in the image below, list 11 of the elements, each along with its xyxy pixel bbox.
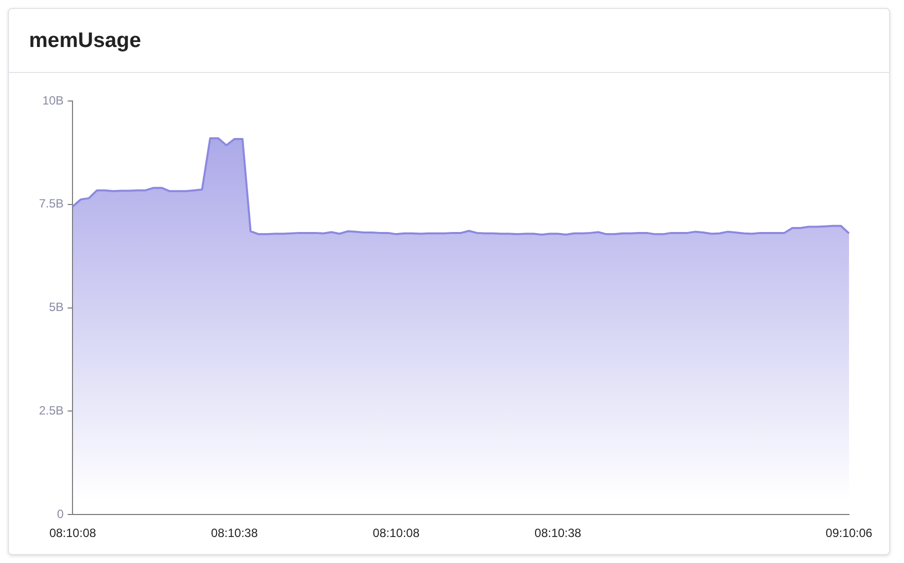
y-tick-label: 5B [49, 300, 64, 314]
x-tick-label: 08:10:08 [49, 526, 96, 540]
y-tick-label: 2.5B [39, 404, 64, 418]
chart-title: memUsage [29, 28, 142, 52]
y-tick-label: 0 [57, 506, 64, 521]
x-tick-label: 09:10:06 [826, 526, 873, 540]
y-tick-label: 7.5B [39, 196, 64, 211]
x-tick-label: 08:10:38 [534, 526, 582, 540]
y-tick-label: 10B [42, 93, 64, 108]
x-tick-label: 08:10:08 [372, 526, 420, 540]
x-tick-label: 08:10:38 [211, 526, 258, 540]
